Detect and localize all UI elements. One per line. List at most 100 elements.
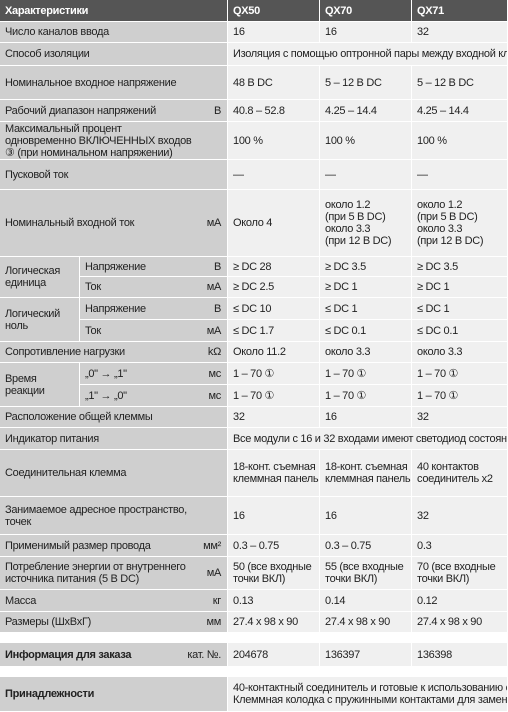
value-cell: ≥ DC 1 (412, 277, 508, 298)
row-label: Пусковой ток (0, 160, 228, 190)
unit: кат. №. (187, 648, 221, 661)
label-text: Размеры (ШxВxГ) (5, 616, 91, 628)
accessory-line: Клеммная колодка с пружинными контактами… (233, 694, 508, 706)
value-line: 18-конт. съемная (325, 461, 408, 473)
value-cell: около 3.3 (320, 342, 412, 363)
value-line: (при 5 В DC) (417, 211, 478, 223)
label-text: Напряжение (85, 302, 146, 315)
value-cell: ≤ DC 1.7 (228, 320, 320, 342)
value-cell: 32 (412, 407, 508, 428)
row-label: „1" → „0" мс (80, 385, 228, 407)
value-cell: 0.3 – 0.75 (320, 535, 412, 557)
value-cell: 16 (320, 497, 412, 535)
row-label: Размеры (ШxВxГ) мм (0, 612, 228, 633)
header-cell: Характеристики (0, 0, 228, 22)
header-cell: QX50 (228, 0, 320, 22)
value-cell: ≤ DC 1 (320, 298, 412, 320)
group-label: Логическая единица (0, 257, 80, 298)
label-text: Занимаемое адресное пространство, точек (5, 503, 187, 528)
unit: В (213, 260, 221, 273)
value-cell: Около 4 (228, 190, 320, 257)
unit: В (213, 302, 221, 315)
value-cell: 16 (228, 22, 320, 43)
label-text: Ток (85, 281, 101, 293)
label-text: Пусковой ток (5, 168, 69, 181)
value-cell: ≥ DC 3.5 (412, 257, 508, 277)
label-text: Максимальный процент одновременно ВКЛЮЧЕ… (5, 122, 192, 159)
value-cell: 100 % (228, 122, 320, 160)
value-cell: 0.12 (412, 590, 508, 612)
row-label: Напряжение В (80, 257, 228, 277)
value-line: около 1.2 (417, 199, 463, 211)
value-cell: 0.3 – 0.75 (228, 535, 320, 557)
value-cell: 16 (228, 497, 320, 535)
value-span: Изоляция с помощью оптронной пары между … (228, 43, 508, 66)
label-text: „1" → „0" (85, 389, 127, 402)
value-cell: 1 – 70 ① (412, 363, 508, 385)
unit: мА (206, 567, 222, 579)
group-label: Время реакции (0, 363, 80, 407)
value-cell: — (320, 160, 412, 190)
label-text: Номинальное входное напряжение (5, 76, 177, 89)
row-label: Потребление энергии от внутреннего источ… (0, 557, 228, 590)
row-label: Ток мА (80, 320, 228, 342)
value-cell: ≤ DC 10 (228, 298, 320, 320)
unit: мм² (203, 539, 221, 552)
value-cell: 5 – 12 В DC (320, 66, 412, 100)
value-line: около 3.3 (417, 223, 463, 235)
value-line: около 1.2 (325, 199, 371, 211)
value-cell: ≤ DC 0.1 (412, 320, 508, 342)
ordering-label: Информация для заказа кат. №. (0, 643, 228, 667)
label-text: Информация для заказа (5, 648, 132, 661)
row-label: Соединительная клемма (0, 450, 228, 497)
label-text: Потребление энергии от внутреннего источ… (5, 561, 186, 585)
accessories-text: 40-контактный соединитель и готовые к ис… (228, 677, 508, 712)
row-label: Ток мА (80, 277, 228, 298)
label-text: Применимый размер провода (5, 539, 151, 552)
value-cell: 40 контактов соединитель x2 (412, 450, 508, 497)
unit: мс (208, 367, 222, 380)
value-line: клеммная панель (233, 473, 319, 485)
value-cell: 40.8 – 52.8 (228, 100, 320, 122)
value-line: соединитель x2 (417, 473, 493, 485)
value-cell: 55 (все входные точки ВКЛ) (320, 557, 412, 590)
unit: мА (206, 324, 222, 337)
value-line: (при 12 В DC) (417, 235, 484, 247)
value-line: 18-конт. съемная (233, 461, 316, 473)
row-label: Рабочий диапазон напряжений В (0, 100, 228, 122)
value-cell: ≥ DC 28 (228, 257, 320, 277)
value-cell: 27.4 x 98 x 90 (412, 612, 508, 633)
header-cell: QX71 (412, 0, 508, 22)
row-label: Занимаемое адресное пространство, точек (0, 497, 228, 535)
value-cell: 100 % (412, 122, 508, 160)
unit: мА (206, 217, 222, 229)
unit: мм (206, 616, 221, 628)
label-text: „0" → „1" (85, 367, 127, 380)
label-text: Масса (5, 594, 37, 607)
value-cell: 32 (412, 497, 508, 535)
value-line: (при 5 В DC) (325, 211, 386, 223)
value-cell: 27.4 x 98 x 90 (228, 612, 320, 633)
value-cell: 18-конт. съемная клеммная панель (320, 450, 412, 497)
value-line: около 3.3 (325, 223, 371, 235)
value-cell: 136398 (412, 643, 508, 667)
row-label: Сопротивление нагрузки kΩ (0, 342, 228, 363)
value-line: точки ВКЛ) (233, 573, 286, 585)
value-line: 40 контактов (417, 461, 479, 473)
value-cell: 27.4 x 98 x 90 (320, 612, 412, 633)
value-cell: 1 – 70 ① (228, 363, 320, 385)
value-cell: 1 – 70 ① (320, 363, 412, 385)
value-cell: 100 % (320, 122, 412, 160)
value-cell: 0.14 (320, 590, 412, 612)
value-cell: ≥ DC 1 (320, 277, 412, 298)
row-label: Число каналов ввода (0, 22, 228, 43)
label-text: Способ изоляции (5, 48, 90, 60)
unit: кг (212, 594, 222, 607)
label-text: Расположение общей клеммы (5, 411, 153, 423)
label-text: Соединительная клемма (5, 467, 127, 479)
value-cell: Около 11.2 (228, 342, 320, 363)
row-label: Напряжение В (80, 298, 228, 320)
value-cell: 0.3 (412, 535, 508, 557)
label-text: Индикатор питания (5, 432, 99, 445)
